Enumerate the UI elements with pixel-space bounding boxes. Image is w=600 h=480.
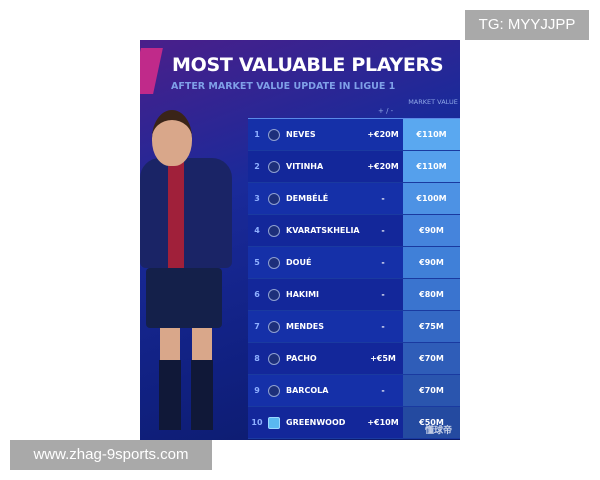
player-name: NEVES [286, 130, 316, 139]
ranking-poster: MOST VALUABLE PLAYERS AFTER MARKET VALUE… [140, 40, 460, 440]
club-crest-icon [268, 160, 280, 173]
ranking-table: 1 NEVES +€20M €110M 2 VITINHA +€20M €110M… [248, 118, 460, 439]
player-name: MENDES [286, 322, 324, 331]
player-name: GREENWOOD [286, 418, 346, 427]
value-change: +€20M [367, 130, 399, 139]
club-crest-icon [268, 288, 280, 301]
player-name: PACHO [286, 354, 317, 363]
table-row: 10 GREENWOOD +€10M €50M [248, 407, 460, 439]
player-name: VITINHA [286, 162, 324, 171]
change-column-header: + / - [378, 107, 394, 115]
table-row: 3 DEMBÉLÉ - €100M [248, 183, 460, 215]
rank: 1 [254, 130, 260, 139]
market-value: €70M [403, 343, 460, 374]
player-name: KVARATSKHELIA [286, 226, 360, 235]
club-crest-icon [268, 192, 280, 205]
club-crest-icon [268, 416, 280, 429]
table-row: 2 VITINHA +€20M €110M [248, 151, 460, 183]
value-change: +€20M [367, 162, 399, 171]
market-value: €110M [403, 119, 460, 150]
player-name: HAKIMI [286, 290, 319, 299]
rank: 8 [254, 354, 260, 363]
rank: 7 [254, 322, 260, 331]
market-value: €90M [403, 215, 460, 246]
player-name: DEMBÉLÉ [286, 194, 329, 203]
player-name: DOUÉ [286, 258, 312, 267]
website-overlay-label: www.zhag-9sports.com [10, 440, 212, 470]
market-value: €70M [403, 375, 460, 406]
table-row: 9 BARCOLA - €70M [248, 375, 460, 407]
rank: 5 [254, 258, 260, 267]
watermark: 懂球帝 [424, 426, 452, 436]
player-photo [140, 110, 250, 440]
club-crest-icon [268, 352, 280, 365]
value-change: - [381, 290, 385, 299]
market-value: €50M [403, 407, 460, 438]
value-column-header: MARKET VALUE [408, 98, 458, 106]
club-crest-icon [268, 256, 280, 269]
rank: 2 [254, 162, 260, 171]
market-value: €80M [403, 279, 460, 310]
value-change: - [381, 386, 385, 395]
club-crest-icon [268, 320, 280, 333]
market-value: €100M [403, 183, 460, 214]
value-change: - [381, 258, 385, 267]
table-row: 1 NEVES +€20M €110M [248, 119, 460, 151]
value-change: +€10M [367, 418, 399, 427]
rank: 6 [254, 290, 260, 299]
rank: 3 [254, 194, 260, 203]
rank: 9 [254, 386, 260, 395]
player-name: BARCOLA [286, 386, 329, 395]
table-row: 5 DOUÉ - €90M [248, 247, 460, 279]
club-crest-icon [268, 224, 280, 237]
value-change: - [381, 226, 385, 235]
table-row: 6 HAKIMI - €80M [248, 279, 460, 311]
club-crest-icon [268, 128, 280, 141]
club-crest-icon [268, 384, 280, 397]
brand-logo [140, 48, 163, 94]
poster-subtitle: AFTER MARKET VALUE UPDATE IN LIGUE 1 [171, 81, 396, 92]
market-value: €75M [403, 311, 460, 342]
value-change: - [381, 322, 385, 331]
rank: 4 [254, 226, 260, 235]
market-value: €110M [403, 151, 460, 182]
tg-overlay-label: TG: MYYJJPP [465, 10, 589, 40]
market-value: €90M [403, 247, 460, 278]
table-row: 8 PACHO +€5M €70M [248, 343, 460, 375]
poster-title: MOST VALUABLE PLAYERS [172, 54, 444, 76]
table-row: 4 KVARATSKHELIA - €90M [248, 215, 460, 247]
value-change: - [381, 194, 385, 203]
table-row: 7 MENDES - €75M [248, 311, 460, 343]
rank: 10 [251, 418, 263, 427]
value-change: +€5M [370, 354, 396, 363]
